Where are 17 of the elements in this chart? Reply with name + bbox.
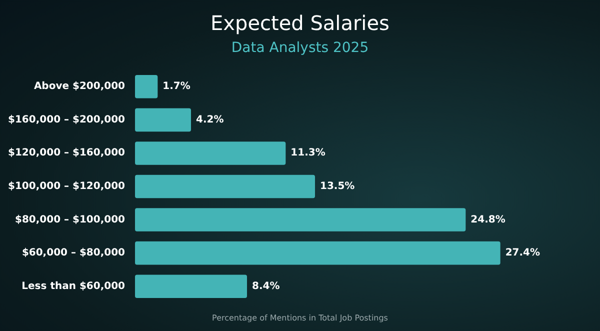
y-tick-label: $80,000 – $100,000 <box>14 214 126 226</box>
chart-subtitle: Data Analysts 2025 <box>231 40 369 56</box>
chart-title: Expected Salaries <box>210 11 390 35</box>
y-tick-label: Above $200,000 <box>34 81 126 92</box>
y-tick-label: Less than $60,000 <box>22 280 126 292</box>
y-tick-label: $120,000 – $160,000 <box>8 148 126 159</box>
data-label: 24.8% <box>470 214 506 226</box>
data-label: 8.4% <box>252 280 280 292</box>
data-label: 1.7% <box>162 81 190 92</box>
y-tick-label: $160,000 – $200,000 <box>8 114 126 126</box>
data-label: 11.3% <box>290 148 326 159</box>
data-label: 13.5% <box>320 181 355 192</box>
y-tick-label: $60,000 – $80,000 <box>22 248 126 259</box>
x-axis-title: Percentage of Mentions in Total Job Postings <box>212 314 388 322</box>
data-label: 4.2% <box>196 114 224 126</box>
y-tick-label: $100,000 – $120,000 <box>8 181 126 192</box>
data-label: 27.4% <box>505 248 540 259</box>
